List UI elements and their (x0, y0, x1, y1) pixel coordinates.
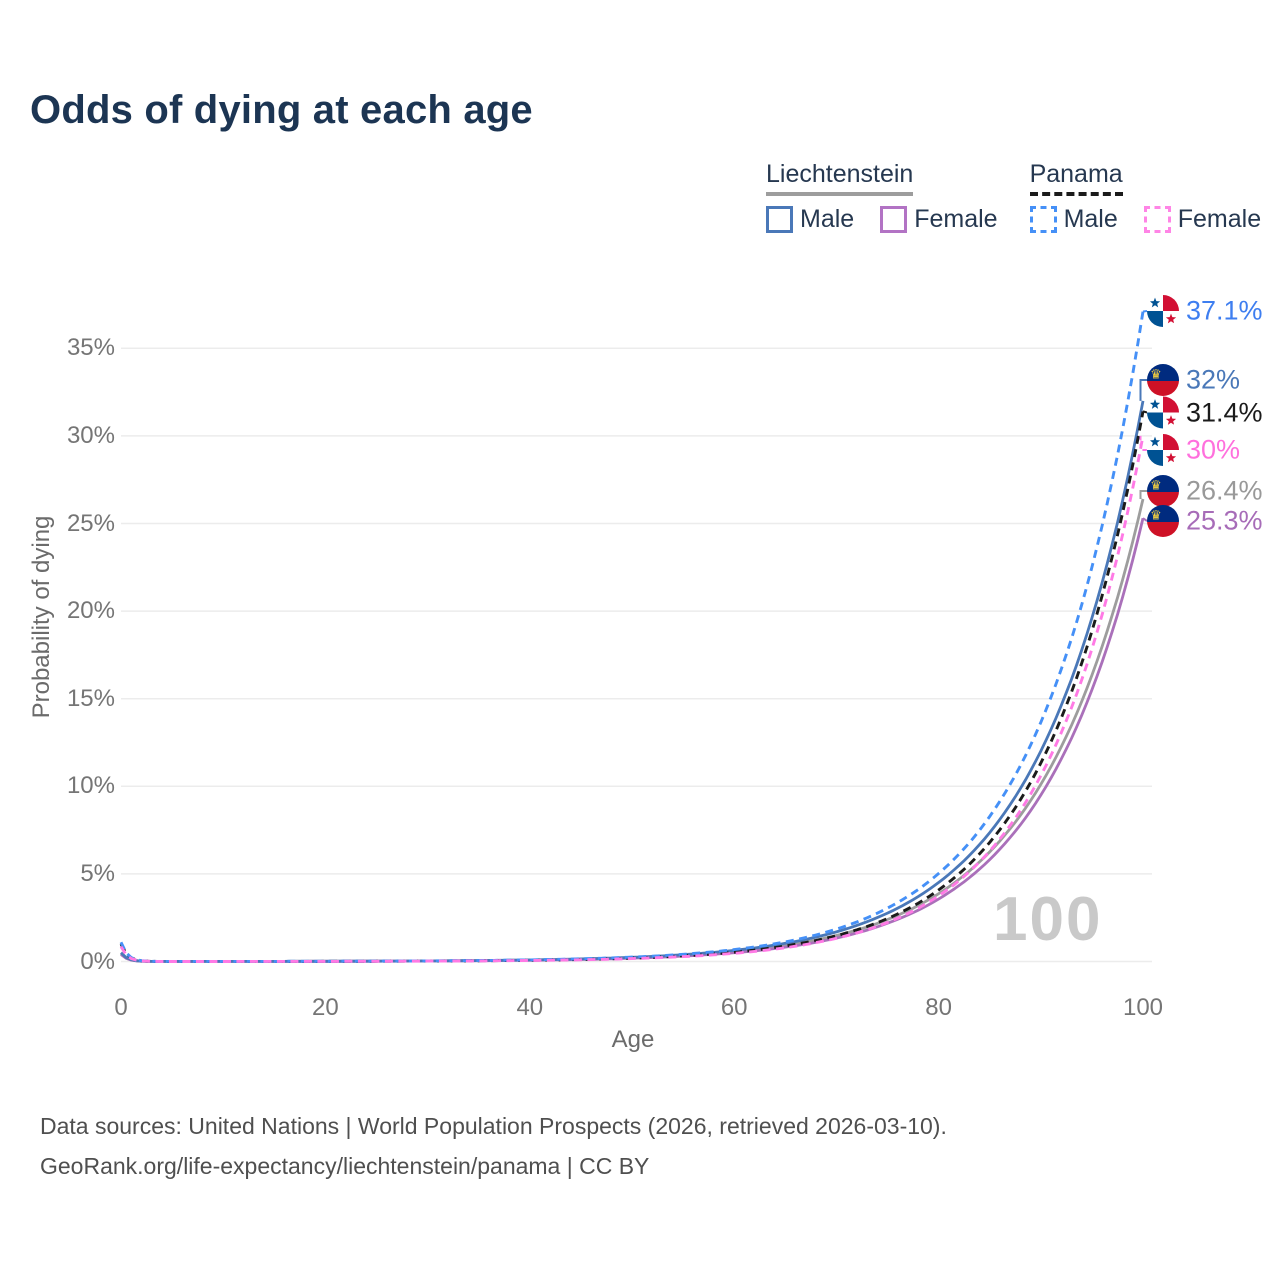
x-tick-40: 40 (516, 994, 544, 1021)
legend-swatch-panama-male (1029, 206, 1057, 233)
panama-flag-icon (1147, 295, 1179, 327)
x-tick-100: 100 (1122, 994, 1164, 1021)
series-line-liechtenstein-female[interactable] (120, 517, 1145, 963)
end-label-panama-female: 30% (1186, 434, 1241, 465)
legend-swatch-liechtenstein-female (880, 206, 908, 233)
y-tick-15: 15% (66, 684, 115, 712)
y-tick-20: 20% (66, 597, 115, 625)
x-axis-title: Age (611, 1026, 655, 1053)
leader-line-liechtenstein-both-sexes (1139, 490, 1147, 499)
legend-label-liechtenstein-male: Male (800, 205, 855, 233)
hover-age-watermark: 100 (993, 885, 1103, 954)
legend: Liechtenstein Male Female Panama Male Female (766, 160, 1261, 234)
series-line-panama-both-sexes[interactable] (119, 411, 1145, 963)
leader-line-panama-male (1142, 310, 1148, 313)
legend-group-liechtenstein: Liechtenstein Male Female (766, 160, 998, 234)
legend-label-panama-male: Male (1063, 205, 1118, 233)
leader-line-liechtenstein-female (1142, 517, 1148, 522)
panama-flag-icon (1147, 396, 1179, 429)
series-line-liechtenstein-both-sexes[interactable] (120, 498, 1145, 963)
legend-swatch-panama-female (1143, 206, 1171, 233)
liechtenstein-flag-icon: ♛ (1147, 475, 1179, 507)
series-line-panama-female[interactable] (119, 435, 1145, 963)
footer: Data sources: United Nations | World Pop… (40, 1106, 947, 1186)
legend-item-liechtenstein-male[interactable]: Male (766, 205, 854, 234)
y-tick-5: 5% (80, 859, 115, 887)
attribution-line: GeoRank.org/life-expectancy/liechtenstei… (40, 1153, 650, 1179)
legend-row-liechtenstein: Male Female (766, 205, 998, 234)
y-tick-35: 35% (66, 334, 115, 362)
leader-line-panama-both-sexes (1142, 410, 1148, 414)
x-tick-20: 20 (312, 994, 339, 1021)
y-tick-30: 30% (66, 421, 115, 449)
legend-header-liechtenstein[interactable]: Liechtenstein (766, 160, 914, 196)
x-tick-60: 60 (720, 994, 748, 1021)
legend-header-panama[interactable]: Panama (1029, 160, 1123, 196)
end-label-liechtenstein-female: 25.3% (1186, 505, 1263, 536)
series-line-liechtenstein-male[interactable] (120, 400, 1145, 963)
leader-line-liechtenstein-male (1139, 379, 1147, 401)
svg-text:♛: ♛ (1150, 509, 1162, 524)
series-line-panama-male[interactable] (119, 311, 1145, 963)
y-tick-25: 25% (66, 509, 115, 537)
liechtenstein-flag-icon: ♛ (1147, 364, 1179, 396)
y-tick-0: 0% (80, 947, 115, 975)
x-tick-80: 80 (925, 994, 952, 1021)
legend-row-panama: Male Female (1029, 205, 1262, 234)
x-tick-0: 0 (114, 994, 128, 1021)
end-label-liechtenstein-male: 32% (1186, 364, 1241, 395)
page-title: Odds of dying at each age (30, 88, 533, 132)
legend-group-panama: Panama Male Female (1029, 160, 1262, 234)
legend-item-panama-male[interactable]: Male (1029, 205, 1118, 234)
svg-text:♛: ♛ (1150, 479, 1162, 494)
end-label-liechtenstein-both-sexes: 26.4% (1186, 475, 1263, 506)
legend-item-liechtenstein-female[interactable]: Female (880, 205, 998, 234)
legend-swatch-liechtenstein-male (766, 206, 793, 233)
end-label-panama-male: 37.1% (1186, 295, 1263, 326)
legend-label-panama-female: Female (1177, 205, 1262, 233)
liechtenstein-flag-icon: ♛ (1147, 505, 1179, 537)
panama-flag-icon (1147, 434, 1179, 466)
legend-label-liechtenstein-female: Female (914, 205, 998, 233)
y-axis-title: Probability of dying (28, 515, 55, 719)
end-label-panama-both-sexes: 31.4% (1186, 397, 1263, 427)
legend-item-panama-female[interactable]: Female (1143, 205, 1262, 234)
leader-line-panama-female (1139, 435, 1147, 451)
y-tick-10: 10% (66, 772, 115, 800)
svg-text:♛: ♛ (1150, 368, 1162, 383)
data-sources-line: Data sources: United Nations | World Pop… (40, 1113, 947, 1139)
